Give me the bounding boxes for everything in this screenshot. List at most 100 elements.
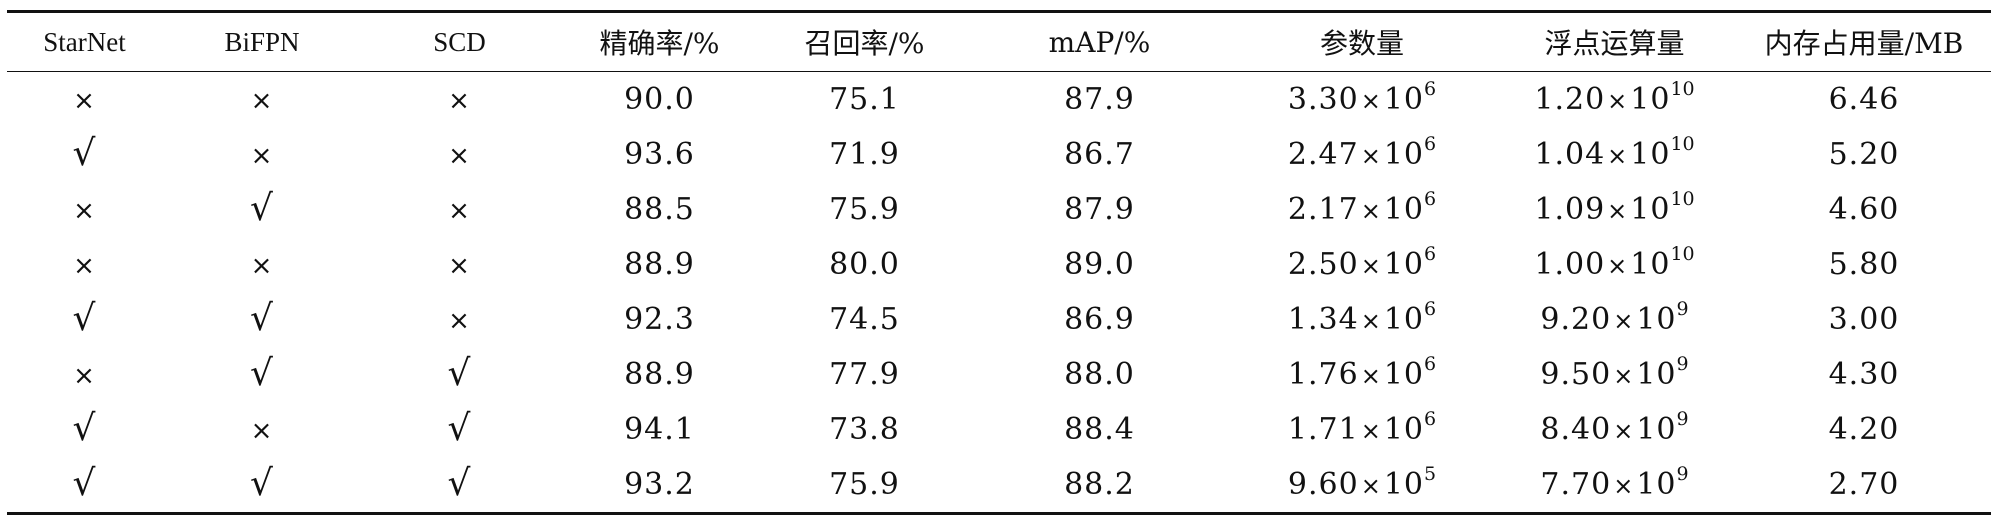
cross-mark-icon: ×: [250, 251, 274, 281]
table-row: √ × √ 94.1 73.8 88.4 1.71×106 8.40×109 4.20: [7, 402, 1991, 457]
cross-mark-icon: ×: [448, 141, 471, 171]
table-row: √ √ × 92.3 74.5 86.9 1.34×106 9.20×109 3.00: [7, 292, 1991, 347]
cross-mark-icon: ×: [448, 86, 471, 116]
precision-cell: 88.9: [624, 357, 695, 392]
scd-cell: ×: [362, 182, 557, 237]
header-recall: 召回率/%: [804, 27, 925, 60]
table-row: × √ × 88.5 75.9 87.9 2.17×106 1.09×1010 4.60: [7, 182, 1991, 237]
header-flops: 浮点运算量: [1544, 27, 1685, 60]
sci-mantissa: 8.40: [1540, 412, 1612, 447]
sci-mantissa: 7.70: [1540, 467, 1612, 502]
sci-exponent: 5: [1424, 463, 1437, 485]
flops-cell: 1.09×1010: [1492, 182, 1737, 237]
multiply-sign: ×: [1613, 362, 1635, 390]
starnet-cell: √: [7, 457, 162, 514]
recall-cell: 75.9: [829, 467, 900, 502]
header-memory: 内存占用量/MB: [1764, 27, 1964, 60]
sci-base: 10: [1636, 467, 1677, 502]
memory-cell: 4.20: [1828, 412, 1900, 447]
scd-cell: ×: [362, 127, 557, 182]
sci-exponent: 10: [1670, 243, 1695, 265]
table-row: × × × 90.0 75.1 87.9 3.30×106 1.20×1010 6.46: [7, 72, 1991, 128]
multiply-sign: ×: [1607, 87, 1629, 115]
starnet-cell: ×: [7, 182, 162, 237]
check-mark-icon: √: [447, 463, 472, 504]
multiply-sign: ×: [1360, 197, 1382, 225]
memory-cell: 5.20: [1828, 137, 1900, 172]
starnet-cell: ×: [7, 237, 162, 292]
multiply-sign: ×: [1360, 307, 1382, 335]
recall-cell: 80.0: [829, 247, 900, 282]
sci-base: 10: [1383, 302, 1424, 337]
cross-mark-icon: ×: [250, 141, 274, 171]
sci-exponent: 6: [1424, 353, 1437, 375]
table-row: × √ √ 88.9 77.9 88.0 1.76×106 9.50×109 4.30: [7, 347, 1991, 402]
table-header: StarNet BiFPN SCD 精确率/% 召回率/% mAP/% 参数量 …: [7, 11, 1991, 72]
bifpn-cell: ×: [162, 237, 362, 292]
map-cell: 86.7: [1064, 137, 1135, 172]
params-cell: 1.71×106: [1232, 402, 1492, 457]
table-row: × × × 88.9 80.0 89.0 2.50×106 1.00×1010 5.80: [7, 237, 1991, 292]
sci-exponent: 6: [1424, 243, 1437, 265]
multiply-sign: ×: [1613, 417, 1635, 445]
sci-mantissa: 9.50: [1540, 357, 1612, 392]
scd-cell: ×: [362, 237, 557, 292]
multiply-sign: ×: [1607, 142, 1629, 170]
multiply-sign: ×: [1607, 197, 1629, 225]
sci-exponent: 9: [1676, 353, 1689, 375]
sci-mantissa: 3.30: [1287, 82, 1359, 117]
starnet-cell: √: [7, 402, 162, 457]
scd-cell: ×: [362, 292, 557, 347]
header-precision: 精确率/%: [599, 27, 720, 60]
sci-base: 10: [1383, 192, 1424, 227]
sci-mantissa: 9.60: [1287, 467, 1359, 502]
check-mark-icon: √: [250, 298, 274, 339]
flops-cell: 1.04×1010: [1492, 127, 1737, 182]
cross-mark-icon: ×: [250, 86, 274, 116]
check-mark-icon: √: [72, 463, 97, 504]
multiply-sign: ×: [1360, 417, 1382, 445]
flops-cell: 7.70×109: [1492, 457, 1737, 514]
sci-base: 10: [1383, 357, 1424, 392]
table-body: × × × 90.0 75.1 87.9 3.30×106 1.20×1010 6.46 √ × × 9…: [7, 72, 1991, 514]
map-cell: 89.0: [1064, 247, 1135, 282]
sci-exponent: 6: [1424, 298, 1437, 320]
cross-mark-icon: ×: [73, 86, 96, 116]
bifpn-cell: √: [162, 347, 362, 402]
bifpn-cell: ×: [162, 402, 362, 457]
scd-cell: √: [362, 347, 557, 402]
header-scd: SCD: [433, 26, 486, 57]
check-mark-icon: √: [447, 353, 472, 394]
sci-exponent: 9: [1676, 408, 1689, 430]
precision-cell: 88.9: [624, 247, 695, 282]
memory-cell: 4.30: [1828, 357, 1900, 392]
check-mark-icon: √: [72, 298, 97, 339]
sci-base: 10: [1636, 357, 1677, 392]
cross-mark-icon: ×: [448, 306, 471, 336]
scd-cell: √: [362, 457, 557, 514]
scd-cell: ×: [362, 72, 557, 128]
ablation-table: StarNet BiFPN SCD 精确率/% 召回率/% mAP/% 参数量 …: [7, 10, 1991, 515]
ablation-table-container: StarNet BiFPN SCD 精确率/% 召回率/% mAP/% 参数量 …: [7, 10, 1991, 515]
recall-cell: 73.8: [829, 412, 900, 447]
sci-base: 10: [1636, 302, 1677, 337]
multiply-sign: ×: [1360, 472, 1382, 500]
header-map: mAP/%: [1048, 25, 1151, 59]
header-params: 参数量: [1319, 27, 1404, 60]
params-cell: 1.34×106: [1232, 292, 1492, 347]
memory-cell: 2.70: [1828, 467, 1900, 502]
bifpn-cell: ×: [162, 127, 362, 182]
sci-exponent: 6: [1424, 188, 1437, 210]
params-cell: 3.30×106: [1232, 72, 1492, 128]
sci-exponent: 9: [1676, 463, 1689, 485]
check-mark-icon: √: [250, 188, 274, 229]
flops-cell: 9.50×109: [1492, 347, 1737, 402]
sci-base: 10: [1383, 137, 1424, 172]
sci-base: 10: [1630, 82, 1671, 117]
starnet-cell: √: [7, 127, 162, 182]
check-mark-icon: √: [250, 353, 274, 394]
sci-exponent: 6: [1424, 78, 1437, 100]
sci-base: 10: [1383, 247, 1424, 282]
sci-mantissa: 1.00: [1534, 247, 1606, 282]
params-cell: 1.76×106: [1232, 347, 1492, 402]
